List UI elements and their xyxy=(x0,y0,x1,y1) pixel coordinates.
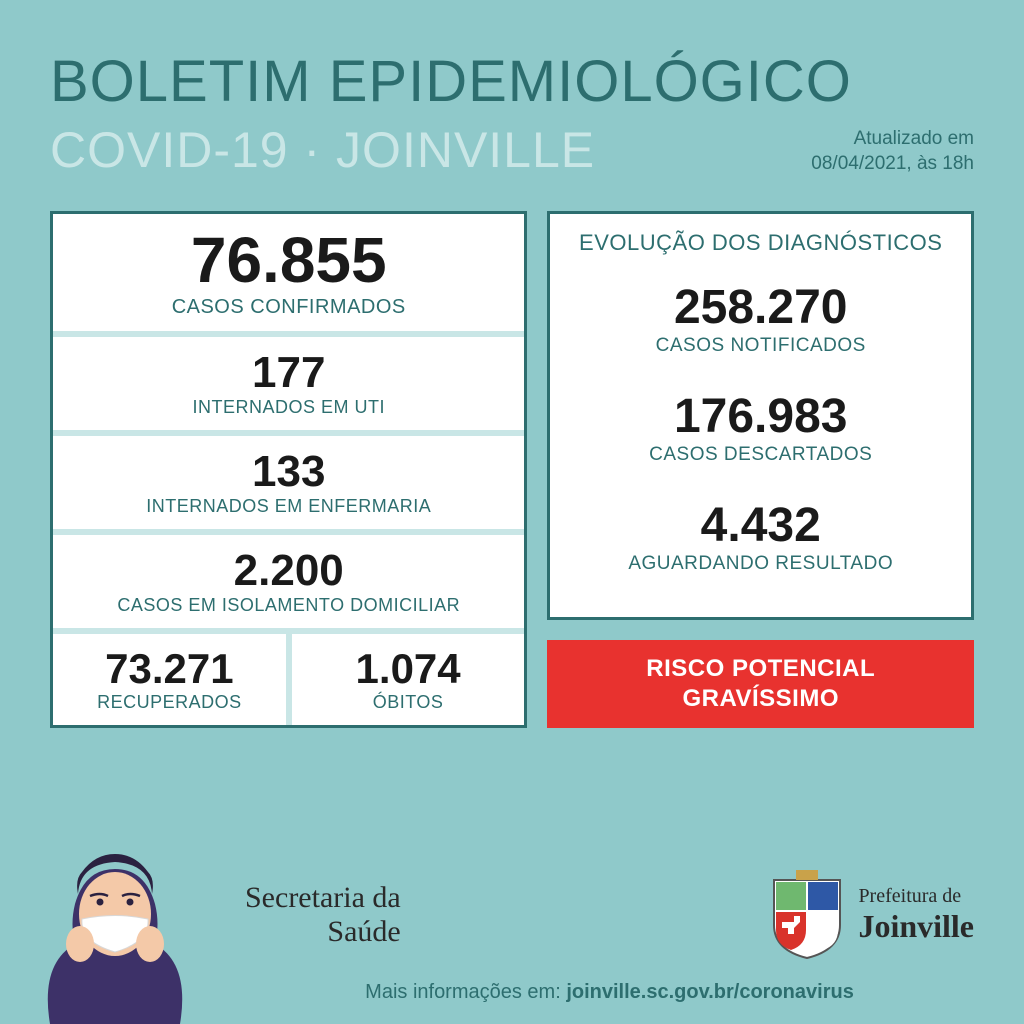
obitos-value: 1.074 xyxy=(300,648,517,690)
diagnostics-panel: EVOLUÇÃO DOS DIAGNÓSTICOS 258.270 CASOS … xyxy=(547,211,974,620)
bottom-row: 73.271 RECUPERADOS 1.074 ÓBITOS xyxy=(53,634,524,725)
confirmed-cases-cell: 76.855 CASOS CONFIRMADOS xyxy=(53,214,524,331)
confirmed-label: CASOS CONFIRMADOS xyxy=(61,296,516,319)
uti-label: INTERNADOS EM UTI xyxy=(61,397,516,418)
obitos-label: ÓBITOS xyxy=(300,692,517,713)
more-info: Mais informações em: joinville.sc.gov.br… xyxy=(245,981,974,1004)
diagnostics-header: EVOLUÇÃO DOS DIAGNÓSTICOS xyxy=(550,214,971,266)
risk-banner: RISCO POTENCIAL GRAVÍSSIMO xyxy=(547,640,974,728)
descartados-value: 176.983 xyxy=(558,393,963,441)
isolamento-label: CASOS EM ISOLAMENTO DOMICILIAR xyxy=(61,595,516,616)
risk-line2: GRAVÍSSIMO xyxy=(555,684,966,714)
notificados-label: CASOS NOTIFICADOS xyxy=(558,335,963,357)
cases-panel: 76.855 CASOS CONFIRMADOS 177 INTERNADOS … xyxy=(50,211,527,728)
secretaria-line1: Secretaria da xyxy=(245,881,401,916)
recuperados-label: RECUPERADOS xyxy=(61,692,278,713)
prefeitura-line2: Joinville xyxy=(858,908,974,945)
moreinfo-url: joinville.sc.gov.br/coronavirus xyxy=(566,981,854,1003)
uti-cell: 177 INTERNADOS EM UTI xyxy=(53,337,524,430)
notificados-value: 258.270 xyxy=(558,284,963,332)
panels-container: 76.855 CASOS CONFIRMADOS 177 INTERNADOS … xyxy=(0,199,1024,728)
risk-line1: RISCO POTENCIAL xyxy=(555,654,966,684)
enfermaria-label: INTERNADOS EM ENFERMARIA xyxy=(61,496,516,517)
bulletin-title: BOLETIM EPIDEMIOLÓGICO xyxy=(50,48,974,115)
aguardando-cell: 4.432 AGUARDANDO RESULTADO xyxy=(550,484,971,593)
aguardando-label: AGUARDANDO RESULTADO xyxy=(558,553,963,575)
descartados-label: CASOS DESCARTADOS xyxy=(558,444,963,466)
prefeitura-text: Prefeitura de Joinville xyxy=(858,885,974,945)
recuperados-cell: 73.271 RECUPERADOS xyxy=(53,634,286,725)
updated-line2: 08/04/2021, às 18h xyxy=(811,152,974,177)
prefeitura-block: Prefeitura de Joinville xyxy=(768,870,974,960)
bulletin-subtitle: COVID-19 · JOINVILLE xyxy=(50,121,595,179)
city-crest-icon xyxy=(768,870,846,960)
notificados-cell: 258.270 CASOS NOTIFICADOS xyxy=(550,266,971,375)
right-column: EVOLUÇÃO DOS DIAGNÓSTICOS 258.270 CASOS … xyxy=(547,211,974,728)
footer-logos: Secretaria da Saúde Prefeitura de Joinvi… xyxy=(245,870,974,960)
footer: Secretaria da Saúde Prefeitura de Joinvi… xyxy=(0,814,1024,1024)
descartados-cell: 176.983 CASOS DESCARTADOS xyxy=(550,375,971,484)
moreinfo-prefix: Mais informações em: xyxy=(365,981,566,1003)
aguardando-value: 4.432 xyxy=(558,502,963,550)
isolamento-value: 2.200 xyxy=(61,549,516,593)
updated-line1: Atualizado em xyxy=(811,127,974,152)
header: BOLETIM EPIDEMIOLÓGICO COVID-19 · JOINVI… xyxy=(0,0,1024,199)
secretaria-label: Secretaria da Saúde xyxy=(245,881,401,950)
subtitle-row: COVID-19 · JOINVILLE Atualizado em 08/04… xyxy=(50,121,974,179)
enfermaria-cell: 133 INTERNADOS EM ENFERMARIA xyxy=(53,436,524,529)
masked-person-icon xyxy=(20,824,210,1024)
isolamento-cell: 2.200 CASOS EM ISOLAMENTO DOMICILIAR xyxy=(53,535,524,628)
prefeitura-line1: Prefeitura de xyxy=(858,885,974,908)
recuperados-value: 73.271 xyxy=(61,648,278,690)
enfermaria-value: 133 xyxy=(61,450,516,494)
obitos-cell: 1.074 ÓBITOS xyxy=(292,634,525,725)
updated-timestamp: Atualizado em 08/04/2021, às 18h xyxy=(811,121,974,176)
confirmed-value: 76.855 xyxy=(61,228,516,292)
uti-value: 177 xyxy=(61,351,516,395)
secretaria-line2: Saúde xyxy=(245,915,401,950)
